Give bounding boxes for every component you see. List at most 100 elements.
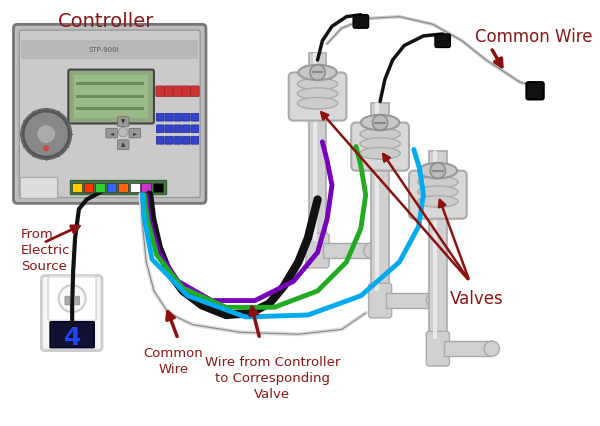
Ellipse shape [360, 148, 400, 160]
Bar [386, 293, 434, 308]
Text: 4: 4 [64, 325, 81, 349]
FancyBboxPatch shape [13, 25, 206, 204]
Bar [70, 181, 166, 194]
FancyBboxPatch shape [191, 114, 199, 122]
Text: ▼: ▼ [121, 119, 125, 124]
FancyBboxPatch shape [130, 184, 140, 193]
Bar [76, 108, 145, 111]
Ellipse shape [361, 115, 400, 131]
Circle shape [427, 293, 442, 308]
FancyBboxPatch shape [182, 137, 190, 145]
FancyBboxPatch shape [156, 87, 164, 97]
FancyBboxPatch shape [182, 114, 190, 122]
FancyBboxPatch shape [142, 184, 151, 193]
Ellipse shape [298, 66, 337, 81]
Circle shape [364, 243, 379, 259]
FancyBboxPatch shape [289, 73, 346, 121]
FancyBboxPatch shape [107, 184, 116, 193]
Ellipse shape [418, 177, 458, 189]
Bar [76, 95, 145, 98]
Circle shape [373, 115, 388, 131]
Bar [21, 40, 198, 60]
FancyBboxPatch shape [95, 184, 105, 193]
Text: Common
Wire: Common Wire [143, 346, 203, 375]
FancyBboxPatch shape [435, 35, 451, 48]
FancyBboxPatch shape [165, 137, 173, 145]
FancyBboxPatch shape [526, 83, 544, 100]
FancyBboxPatch shape [65, 296, 70, 305]
Text: Valves: Valves [449, 289, 503, 307]
FancyBboxPatch shape [19, 31, 200, 198]
FancyBboxPatch shape [427, 331, 449, 366]
Bar [376, 104, 379, 291]
Text: Controller: Controller [58, 12, 154, 31]
FancyBboxPatch shape [309, 54, 326, 246]
Text: Common Wire: Common Wire [475, 28, 593, 46]
FancyBboxPatch shape [84, 184, 94, 193]
Text: ►: ► [133, 130, 137, 135]
FancyBboxPatch shape [173, 87, 182, 97]
Text: From
Electric
Source: From Electric Source [21, 227, 71, 272]
FancyBboxPatch shape [182, 126, 190, 133]
Circle shape [23, 112, 69, 158]
FancyBboxPatch shape [72, 184, 82, 193]
FancyBboxPatch shape [368, 284, 392, 318]
Circle shape [430, 164, 446, 179]
FancyBboxPatch shape [41, 276, 102, 351]
Ellipse shape [418, 196, 458, 208]
FancyBboxPatch shape [118, 118, 129, 127]
FancyBboxPatch shape [429, 152, 446, 344]
FancyBboxPatch shape [191, 126, 199, 133]
Circle shape [310, 66, 325, 81]
Bar [313, 54, 317, 241]
Circle shape [484, 341, 499, 357]
Bar [74, 76, 148, 118]
Circle shape [37, 125, 56, 144]
Ellipse shape [419, 164, 457, 179]
FancyBboxPatch shape [351, 123, 409, 171]
FancyBboxPatch shape [165, 126, 173, 133]
FancyBboxPatch shape [153, 184, 163, 193]
FancyBboxPatch shape [157, 137, 164, 145]
Text: STP-900i: STP-900i [89, 47, 119, 53]
FancyBboxPatch shape [106, 129, 118, 138]
Text: ▲: ▲ [121, 142, 125, 147]
FancyBboxPatch shape [164, 87, 173, 97]
FancyBboxPatch shape [118, 184, 128, 193]
Bar [433, 152, 437, 339]
Ellipse shape [298, 98, 338, 110]
FancyBboxPatch shape [68, 70, 154, 124]
FancyBboxPatch shape [118, 141, 129, 150]
FancyBboxPatch shape [157, 126, 164, 133]
Bar [323, 243, 371, 259]
FancyBboxPatch shape [174, 137, 181, 145]
Bar [443, 341, 492, 357]
Ellipse shape [360, 138, 400, 150]
FancyBboxPatch shape [353, 16, 368, 29]
FancyBboxPatch shape [191, 87, 199, 97]
Text: Wire from Controller
to Corresponding
Valve: Wire from Controller to Corresponding Va… [205, 355, 340, 400]
FancyBboxPatch shape [20, 178, 58, 199]
Bar [76, 83, 145, 86]
Text: ◄: ◄ [110, 130, 114, 135]
FancyBboxPatch shape [48, 277, 96, 321]
Circle shape [59, 285, 86, 312]
Ellipse shape [418, 187, 458, 198]
FancyBboxPatch shape [50, 322, 94, 348]
FancyBboxPatch shape [157, 114, 164, 122]
Circle shape [118, 128, 128, 138]
Circle shape [43, 146, 49, 152]
FancyBboxPatch shape [182, 87, 191, 97]
FancyBboxPatch shape [409, 171, 467, 219]
FancyBboxPatch shape [371, 104, 389, 296]
FancyBboxPatch shape [174, 126, 181, 133]
Ellipse shape [298, 79, 338, 91]
FancyBboxPatch shape [174, 114, 181, 122]
FancyBboxPatch shape [191, 137, 199, 145]
FancyBboxPatch shape [306, 233, 329, 268]
FancyBboxPatch shape [129, 129, 140, 138]
Ellipse shape [298, 89, 338, 100]
FancyBboxPatch shape [165, 114, 173, 122]
Ellipse shape [360, 129, 400, 141]
FancyBboxPatch shape [74, 296, 79, 305]
